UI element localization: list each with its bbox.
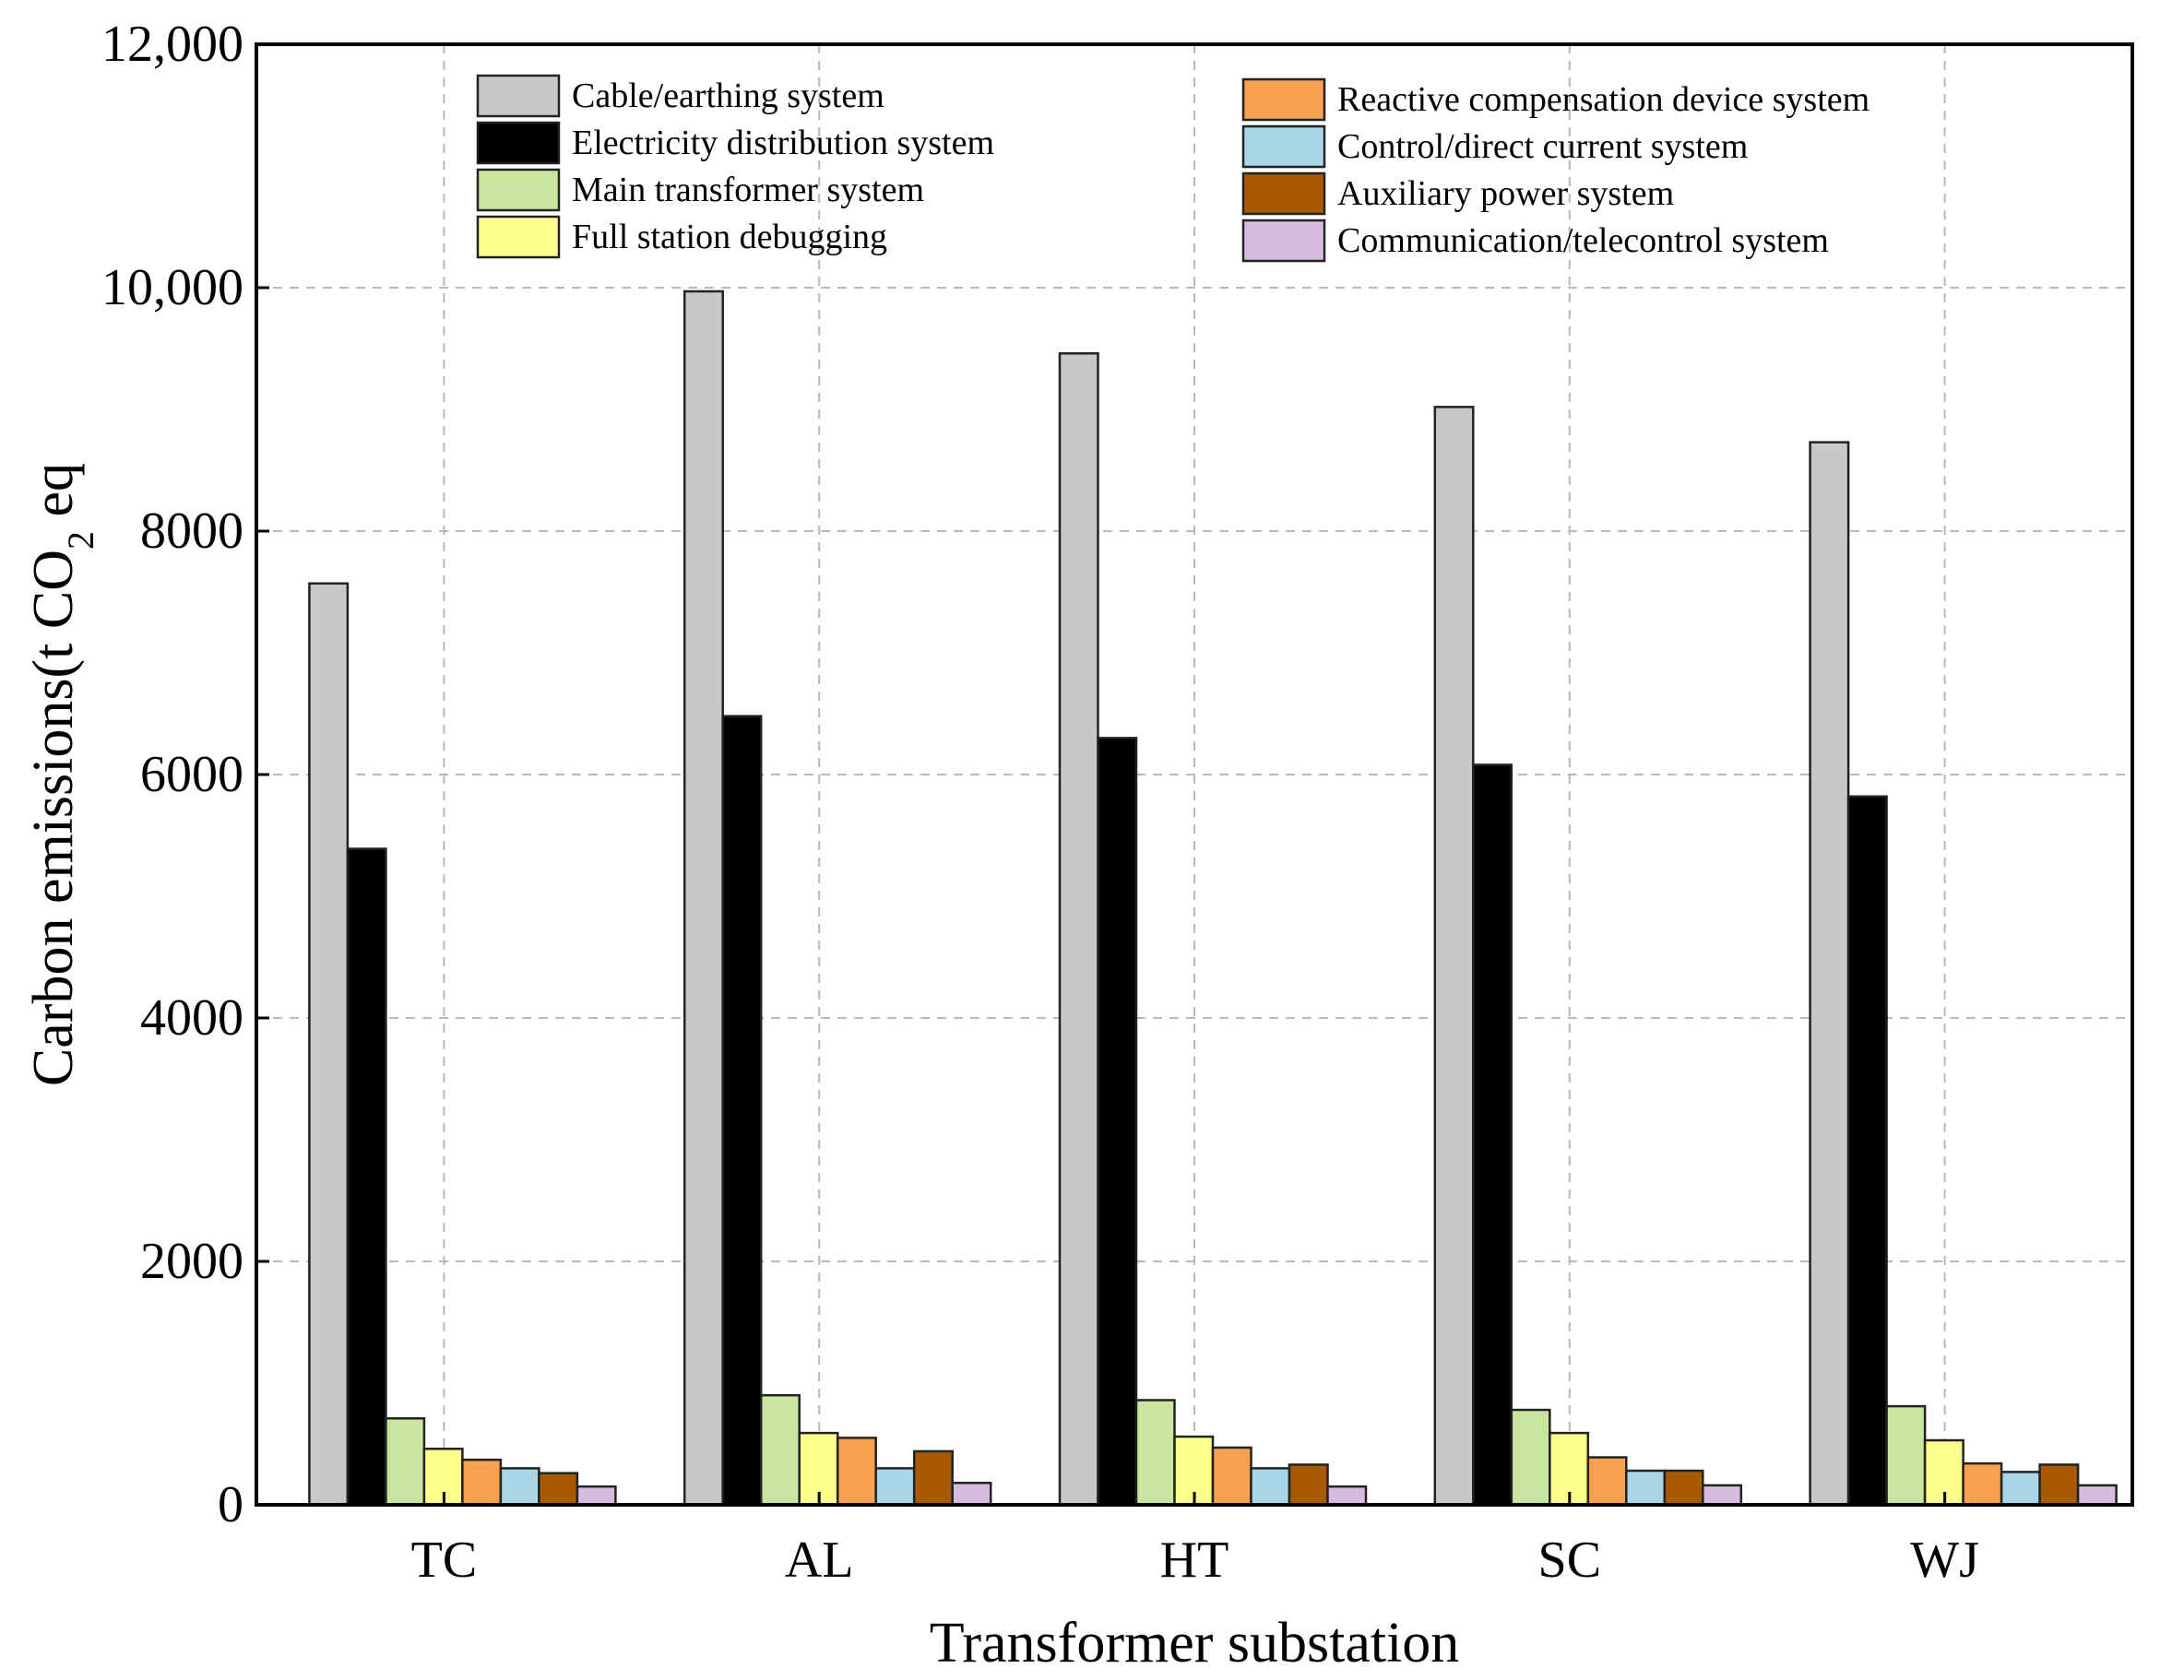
bar-tc-series-3 (385, 1417, 426, 1507)
x-tick-label: TC (411, 1532, 478, 1589)
bar-al-series-1 (682, 290, 724, 1507)
y-axis-title-subscript: 2 (60, 531, 101, 550)
bar-wj-series-6 (2000, 1471, 2041, 1507)
x-tick-label: WJ (1910, 1532, 1979, 1589)
legend-label-3: Main transformer system (572, 171, 924, 209)
bar-sc-series-3 (1510, 1408, 1551, 1507)
y-tick-label: 2000 (140, 1233, 243, 1290)
bar-wj-series-5 (1962, 1461, 2003, 1507)
bar-sc-series-7 (1663, 1469, 1704, 1507)
y-tick-label: 0 (218, 1476, 243, 1533)
bar-sc-series-1 (1433, 406, 1475, 1507)
bar-tc-series-6 (499, 1467, 540, 1507)
y-tick-label: 12,000 (101, 16, 243, 73)
x-axis-title: Transformer substation (930, 1612, 1460, 1674)
bar-sc-series-5 (1586, 1456, 1628, 1507)
legend-swatch-8 (1241, 219, 1326, 263)
y-tick-label: 6000 (140, 746, 243, 803)
legend-label-7: Auxiliary power system (1337, 174, 1674, 213)
bar-ht-series-6 (1250, 1467, 1291, 1507)
x-tick-label: HT (1160, 1532, 1229, 1589)
x-tick-label: SC (1538, 1532, 1602, 1589)
bar-sc-series-6 (1625, 1469, 1667, 1507)
bar-ht-series-2 (1097, 737, 1138, 1507)
bar-ht-series-8 (1326, 1485, 1368, 1507)
bar-wj-series-2 (1846, 795, 1888, 1507)
bar-al-series-5 (836, 1437, 877, 1507)
x-tick-label: AL (785, 1532, 854, 1589)
legend-label-6: Control/direct current system (1337, 127, 1748, 166)
bars (308, 290, 2118, 1507)
legend-swatch-3 (476, 168, 561, 212)
y-tick-label: 8000 (140, 503, 243, 560)
legend-label-8: Communication/telecontrol system (1337, 221, 1829, 260)
y-axis-title-main: Carbon emissions(t CO (22, 550, 85, 1086)
bar-tc-series-8 (576, 1485, 617, 1507)
bar-al-series-3 (759, 1393, 801, 1507)
y-tick-label: 4000 (140, 989, 243, 1047)
bar-ht-series-5 (1211, 1446, 1252, 1507)
bar-wj-series-7 (2038, 1463, 2080, 1507)
bar-tc-series-7 (538, 1472, 579, 1507)
legend-swatch-4 (476, 215, 561, 259)
bar-tc-series-5 (461, 1458, 503, 1507)
bar-wj-series-3 (1885, 1404, 1927, 1507)
legend-label-4: Full station debugging (572, 218, 887, 256)
bar-al-series-6 (874, 1467, 916, 1507)
bar-al-series-7 (912, 1449, 954, 1507)
x-axis-ticks: TC AL HT SC WJ (411, 1492, 1979, 1589)
bar-sc-series-2 (1472, 763, 1513, 1507)
y-axis-title-tail: eq (22, 463, 85, 531)
bar-ht-series-1 (1058, 352, 1099, 1507)
legend-swatch-5 (1241, 77, 1326, 122)
legend: Cable/earthing system Electricity distrib… (476, 74, 1869, 263)
bar-ht-series-3 (1134, 1399, 1176, 1507)
y-axis-title: Carbon emissions(t CO2 eq (22, 463, 101, 1086)
legend-swatch-6 (1241, 124, 1326, 169)
bar-al-series-2 (721, 715, 763, 1507)
y-axis-ticks: 0 2000 4000 6000 8000 10,000 12,000 (101, 16, 269, 1533)
legend-swatch-2 (476, 121, 561, 165)
bar-tc-series-1 (308, 582, 350, 1507)
bar-sc-series-8 (1702, 1484, 1743, 1507)
legend-label-2: Electricity distribution system (572, 124, 994, 162)
bar-tc-series-2 (346, 847, 387, 1507)
y-tick-label: 10,000 (101, 259, 243, 316)
bar-wj-series-1 (1809, 441, 1850, 1507)
legend-swatch-7 (1241, 172, 1326, 216)
legend-label-5: Reactive compensation device system (1337, 80, 1869, 119)
legend-label-1: Cable/earthing system (572, 77, 884, 115)
legend-swatch-1 (476, 74, 561, 118)
bar-al-series-8 (951, 1481, 992, 1507)
bar-ht-series-7 (1288, 1463, 1329, 1507)
bar-wj-series-8 (2076, 1484, 2118, 1507)
